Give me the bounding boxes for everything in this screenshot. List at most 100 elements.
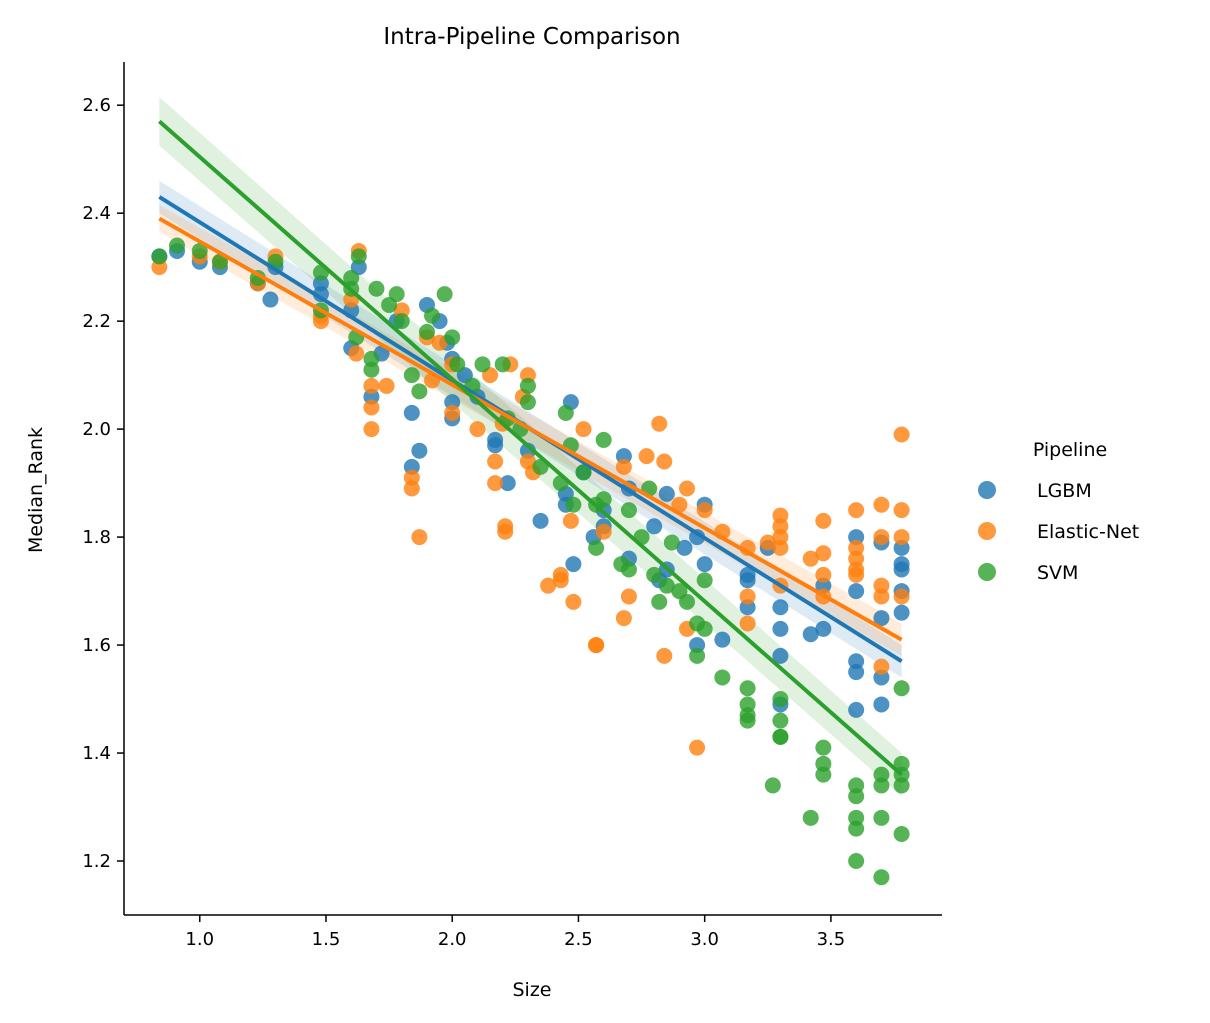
elastic-net-point-66 [802,550,819,567]
elastic-net-point-71 [848,502,865,519]
y-tick-label: 1.2 [82,851,111,872]
lgbm-point-64 [848,583,865,600]
data-points [151,237,910,886]
svm-point-66 [772,728,789,745]
elastic-net-point-23 [469,421,486,438]
elastic-net-point-60 [759,534,776,551]
svm-point-27 [494,356,511,373]
x-tick-label: 2.5 [564,929,593,950]
svm-point-37 [575,464,592,481]
lgbm-legend-label: LGBM [1037,480,1092,502]
elastic-net-point-50 [656,647,673,664]
elastic-net-point-11 [363,399,380,416]
elastic-net-point-68 [815,545,832,562]
elastic-net-point-21 [444,404,461,421]
elastic-net-point-16 [403,480,420,497]
x-tick-label: 3.0 [690,929,719,950]
elastic-net-point-82 [893,502,910,519]
svm-point-36 [565,496,582,513]
x-tick-label: 2.0 [438,929,467,950]
x-axis-label: Size [512,979,551,1001]
elastic-net-point-79 [873,588,890,605]
elastic-net-point-35 [540,577,557,594]
y-axis-label: Median_Rank [25,427,47,553]
elastic-net-point-12 [363,421,380,438]
elastic-net-legend-label: Elastic-Net [1037,521,1139,543]
svm-point-75 [848,853,865,870]
svm-point-61 [739,712,756,729]
lgbm-point-58 [772,647,789,664]
svm-point-74 [848,820,865,837]
svm-point-47 [646,566,663,583]
svm-point-16 [388,286,405,303]
svm-point-3 [211,253,228,270]
plot-area [151,97,910,886]
lgbm-point-42 [646,518,663,535]
svm-point-55 [696,572,713,589]
svm-point-13 [363,361,380,378]
svm-point-24 [449,356,466,373]
elastic-net-point-42 [588,637,605,654]
elastic-net-point-26 [487,475,504,492]
lgbm-point-15 [403,404,420,421]
svm-point-56 [696,620,713,637]
svm-regression-line [158,119,903,777]
lgbm-point-76 [893,604,910,621]
svm-point-57 [714,669,731,686]
svm-point-50 [663,534,680,551]
svm-legend-label: SVM [1037,562,1078,584]
lgbm-point-71 [873,696,890,713]
elastic-net-point-59 [739,615,756,632]
elastic-net-point-25 [487,453,504,470]
svm-point-23 [444,329,461,346]
y-tick-label: 1.4 [82,743,111,764]
elastic-net-point-45 [615,610,632,627]
svm-point-26 [474,356,491,373]
svm-point-62 [764,777,781,794]
svm-point-18 [403,367,420,384]
lgbm-point-61 [815,620,832,637]
elastic-net-point-39 [565,593,582,610]
svm-point-80 [893,680,910,697]
x-axis-ticks: 1.0 1.5 2.0 2.5 3.0 3.5 [185,915,845,950]
y-tick-label: 2.4 [82,203,111,224]
lgbm-point-50 [696,556,713,573]
elastic-net-point-8 [348,345,365,362]
elastic-net-regression-line [158,216,903,642]
svm-point-34 [557,404,574,421]
elastic-net-point-83 [893,529,910,546]
lgbm-point-17 [411,442,428,459]
elastic-net-point-13 [378,377,395,394]
svm-point-38 [588,539,605,556]
regression-lines [158,119,903,777]
elastic-net-point-48 [651,415,668,432]
svm-point-77 [873,777,890,794]
svm-point-41 [595,491,612,508]
y-tick-label: 2.0 [82,419,111,440]
svm-point-64 [772,712,789,729]
elastic-net-point-49 [656,453,673,470]
legend-title: Pipeline [1033,439,1107,461]
lgbm-point-74 [893,561,910,578]
y-tick-label: 2.2 [82,311,111,332]
elastic-net-point-76 [873,496,890,513]
lgbm-point-67 [848,701,865,718]
elastic-net-point-52 [679,480,696,497]
elastic-net-point-81 [893,426,910,443]
svm-point-49 [658,577,675,594]
elastic-net-point-75 [848,566,865,583]
elastic-net-point-54 [689,739,706,756]
svm-point-19 [411,383,428,400]
lgbm-point-66 [848,664,865,681]
elastic-net-point-38 [562,512,579,529]
chart-title: Intra-Pipeline Comparison [383,24,680,50]
legend: Pipeline LGBM Elastic-Net SVM [978,439,1139,584]
svm-point-14 [368,280,385,297]
lgbm-point-27 [487,431,504,448]
y-axis-ticks: 1.2 1.4 1.6 1.8 2.0 2.2 2.4 2.6 [82,95,124,872]
lgbm-point-51 [714,631,731,648]
elastic-net-point-40 [575,421,592,438]
svm-point-17 [393,313,410,330]
elastic-net-point-43 [595,523,612,540]
svm-point-20 [418,323,435,340]
